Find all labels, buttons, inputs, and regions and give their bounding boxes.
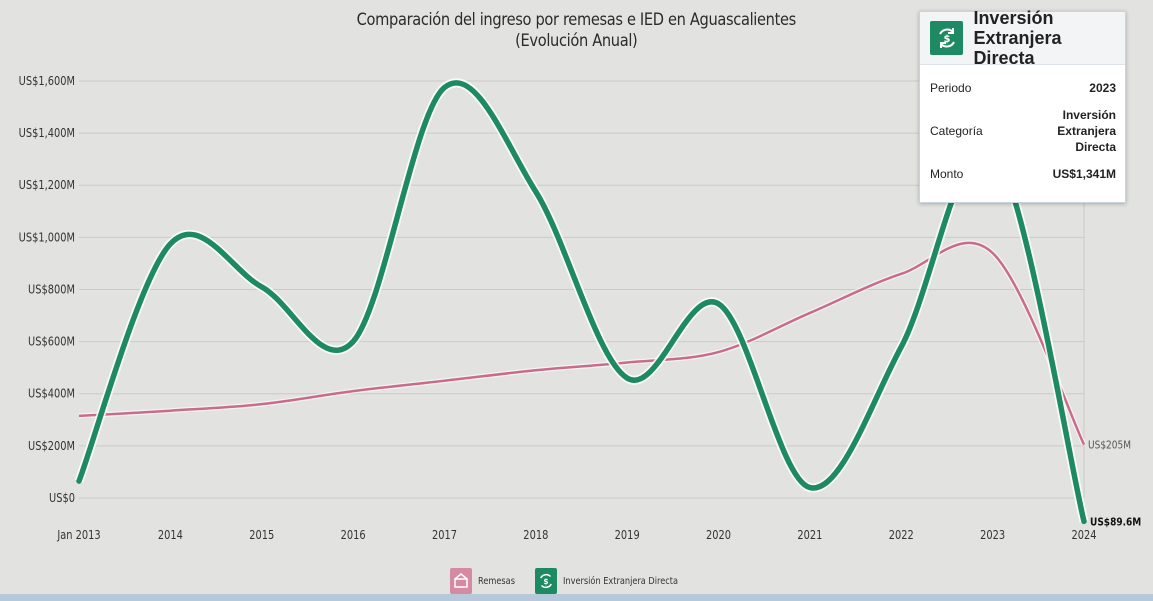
svg-text:$: $ [943,34,950,45]
x-tick-label: 2017 [432,528,457,542]
tooltip-value-line: Extranjera [1057,124,1116,138]
legend-label: Inversión Extranjera Directa [562,575,678,587]
legend-item-remesas[interactable]: Remesas [449,568,523,594]
tooltip-row-monto: Monto US$1,341M [920,151,1125,197]
y-tick-label: US$1,600M [19,74,75,88]
data-tooltip: $ Inversión Extranjera Directa Periodo 2… [919,8,1126,203]
x-tick-label: 2016 [341,528,366,542]
tooltip-value: Inversión Extranjera Directa [1057,107,1116,155]
x-tick-label: 2023 [980,528,1005,542]
svg-text:$: $ [543,577,548,586]
x-tick-label: 2015 [249,528,274,542]
tooltip-key: Monto [930,167,964,181]
tooltip-row-categoria: Categoría Inversión Extranjera Directa [920,108,1125,154]
x-tick-label: 2019 [615,528,640,542]
x-tick-label: 2020 [706,528,731,542]
bottom-scroll-bar [0,594,1153,601]
y-tick-label: US$400M [28,387,75,401]
x-tick-label: 2018 [523,528,548,542]
legend-item-ied[interactable]: $ Inversión Extranjera Directa [534,568,703,594]
y-tick-label: US$600M [28,335,75,349]
investment-icon: $ [534,568,557,594]
tooltip-title: Inversión Extranjera Directa [973,8,1125,68]
y-tick-label: US$1,000M [19,230,75,244]
x-tick-label: 2024 [1071,528,1096,542]
tooltip-value: 2023 [1089,81,1116,95]
tooltip-row-periodo: Periodo 2023 [920,65,1125,111]
remesas-icon [449,568,472,594]
end-label-remesas: US$205M [1088,440,1131,452]
tooltip-key: Periodo [930,81,972,95]
end-label-ied: US$89.6M [1090,517,1141,529]
tooltip-title-line1: Inversión [973,8,1054,28]
tooltip-value-line: Inversión [1062,108,1116,122]
series-ied-line [76,80,1087,525]
y-tick-label: US$1,400M [19,126,75,140]
y-tick-label: US$0 [49,491,75,505]
tooltip-value: US$1,341M [1052,167,1116,181]
x-tick-label: 2022 [889,528,914,542]
x-tick-label: 2014 [158,528,183,542]
chart-legend: Remesas $ Inversión Extranjera Directa [0,568,1153,594]
tooltip-key: Categoría [930,124,983,138]
y-tick-label: US$200M [28,439,75,453]
tooltip-value-line: Directa [1075,140,1116,154]
x-tick-label: 2021 [797,528,822,542]
tooltip-title-line2: Extranjera Directa [973,28,1062,68]
legend-label: Remesas [477,575,515,587]
tooltip-header: $ Inversión Extranjera Directa [920,8,1125,68]
y-tick-label: US$1,200M [19,178,75,192]
investment-icon: $ [930,21,964,55]
x-tick-label: Jan 2013 [56,528,100,542]
y-tick-label: US$800M [28,283,75,297]
